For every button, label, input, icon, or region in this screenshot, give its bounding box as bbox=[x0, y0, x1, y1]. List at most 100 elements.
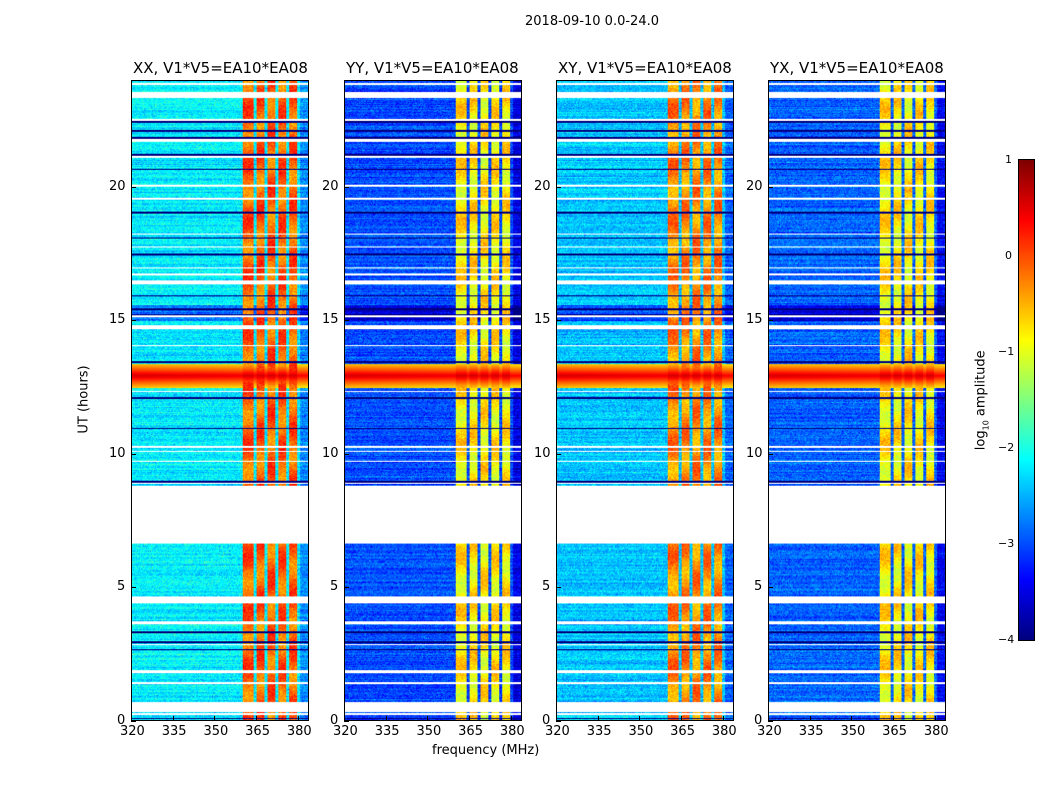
x-tick-label: 365 bbox=[245, 724, 270, 739]
x-tick-label: 350 bbox=[628, 724, 654, 739]
y-tick bbox=[556, 587, 561, 589]
x-tick bbox=[510, 716, 512, 721]
y-tick-label: 10 bbox=[746, 445, 763, 461]
heatmap-panel-2 bbox=[344, 80, 522, 721]
y-tick bbox=[556, 721, 561, 722]
x-tick-label: 350 bbox=[840, 724, 866, 739]
y-tick bbox=[556, 320, 561, 322]
colorbar-tick-label: 0 bbox=[1005, 249, 1012, 262]
y-tick bbox=[344, 587, 349, 589]
y-tick bbox=[556, 453, 561, 455]
heatmap-panel-4 bbox=[768, 80, 946, 721]
x-tick-label: 365 bbox=[670, 724, 695, 739]
y-tick bbox=[344, 320, 349, 322]
x-tick-label: 380 bbox=[923, 724, 949, 739]
panel-title-4: YX, V1*V5=EA10*EA08 bbox=[770, 59, 944, 77]
x-tick bbox=[809, 716, 811, 721]
panel-title-3: XY, V1*V5=EA10*EA08 bbox=[558, 59, 732, 77]
y-tick-label: 5 bbox=[117, 579, 126, 595]
y-tick bbox=[344, 186, 349, 188]
x-tick bbox=[214, 716, 216, 721]
y-tick-label: 10 bbox=[109, 445, 126, 461]
colorbar-label: log10 amplitude bbox=[974, 340, 991, 460]
x-tick bbox=[934, 716, 936, 721]
x-tick-label: 335 bbox=[161, 724, 187, 739]
y-tick-label: 0 bbox=[542, 713, 551, 728]
colorbar-tick-label: −4 bbox=[998, 633, 1015, 646]
y-tick bbox=[556, 186, 561, 188]
y-tick-label: 15 bbox=[109, 312, 126, 328]
x-tick bbox=[681, 716, 683, 721]
x-tick-label: 380 bbox=[499, 724, 525, 739]
x-tick bbox=[893, 716, 895, 721]
x-tick bbox=[768, 716, 769, 721]
x-tick bbox=[344, 716, 345, 721]
x-tick-label: 335 bbox=[374, 724, 400, 739]
x-tick-label: 380 bbox=[711, 724, 737, 739]
colorbar-tick-label: −2 bbox=[998, 441, 1015, 454]
x-tick bbox=[556, 716, 557, 721]
y-tick-label: 5 bbox=[330, 579, 339, 595]
y-tick bbox=[344, 721, 349, 722]
x-tick-label: 350 bbox=[416, 724, 442, 739]
x-tick bbox=[385, 716, 387, 721]
heatmap-panel-1 bbox=[131, 80, 309, 721]
y-tick-label: 20 bbox=[746, 178, 763, 194]
y-tick-label: 5 bbox=[542, 579, 551, 595]
x-tick bbox=[297, 716, 299, 721]
panel-title-1: XX, V1*V5=EA10*EA08 bbox=[133, 59, 308, 77]
x-tick bbox=[469, 716, 471, 721]
x-tick bbox=[639, 716, 641, 721]
y-tick-label: 10 bbox=[534, 445, 551, 461]
x-tick bbox=[172, 716, 174, 721]
y-tick bbox=[344, 453, 349, 455]
colorbar-label-sub: 10 bbox=[981, 420, 991, 431]
x-tick-label: 350 bbox=[203, 724, 229, 739]
colorbar-tick-label: 1 bbox=[1005, 153, 1012, 166]
x-tick-label: 365 bbox=[458, 724, 483, 739]
y-tick-label: 15 bbox=[746, 312, 763, 328]
y-tick bbox=[131, 320, 136, 322]
y-tick-label: 5 bbox=[754, 579, 763, 595]
x-tick-label: 380 bbox=[286, 724, 312, 739]
x-tick-label: 320 bbox=[757, 724, 782, 739]
x-tick bbox=[597, 716, 599, 721]
colorbar-label-rest: amplitude bbox=[973, 350, 989, 421]
heatmap-panel-3 bbox=[556, 80, 734, 721]
x-tick bbox=[851, 716, 853, 721]
y-tick bbox=[768, 453, 773, 455]
x-tick-label: 320 bbox=[120, 724, 145, 739]
y-tick-label: 20 bbox=[109, 178, 126, 194]
y-tick-label: 10 bbox=[322, 445, 339, 461]
y-tick bbox=[768, 587, 773, 589]
y-tick-label: 20 bbox=[534, 178, 551, 194]
y-tick-label: 0 bbox=[117, 713, 126, 728]
x-tick bbox=[427, 716, 429, 721]
y-tick-label: 15 bbox=[322, 312, 339, 328]
x-tick-label: 320 bbox=[545, 724, 570, 739]
y-tick-label: 15 bbox=[534, 312, 551, 328]
x-tick bbox=[256, 716, 258, 721]
y-tick bbox=[768, 721, 773, 722]
y-tick bbox=[131, 186, 136, 188]
x-axis-label: frequency (MHz) bbox=[432, 743, 540, 758]
x-tick-label: 335 bbox=[798, 724, 824, 739]
x-tick bbox=[131, 716, 132, 721]
colorbar-label-main: log bbox=[973, 430, 989, 451]
colorbar-tick-label: −3 bbox=[998, 537, 1015, 550]
y-tick bbox=[768, 186, 773, 188]
y-tick-label: 0 bbox=[754, 713, 763, 728]
x-tick-label: 320 bbox=[333, 724, 358, 739]
panel-title-2: YY, V1*V5=EA10*EA08 bbox=[346, 59, 519, 77]
x-tick-label: 365 bbox=[882, 724, 907, 739]
y-tick-label: 20 bbox=[322, 178, 339, 194]
colorbar-tick-label: −1 bbox=[998, 345, 1015, 358]
y-tick bbox=[768, 320, 773, 322]
y-axis-label: UT (hours) bbox=[76, 365, 92, 434]
colorbar bbox=[1018, 159, 1035, 641]
x-tick-label: 335 bbox=[586, 724, 612, 739]
y-tick-label: 0 bbox=[330, 713, 339, 728]
x-tick bbox=[722, 716, 724, 721]
y-tick bbox=[131, 453, 136, 455]
